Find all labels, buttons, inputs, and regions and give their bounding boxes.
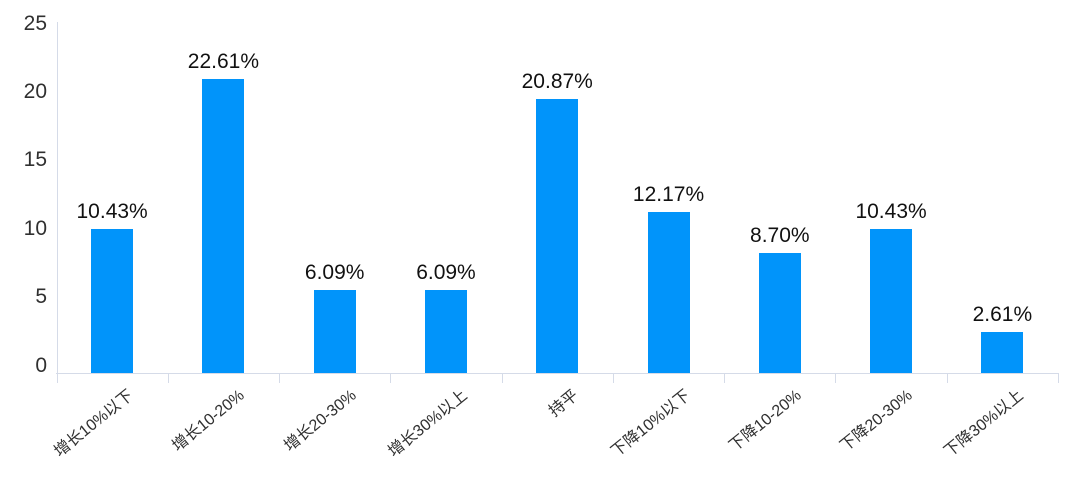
bar[interactable] <box>202 78 245 373</box>
x-tick-mark <box>56 373 58 383</box>
x-tick-mark <box>279 373 281 383</box>
bar-value-label: 2.61% <box>972 302 1033 326</box>
x-tick-mark <box>167 373 169 383</box>
bar[interactable] <box>981 331 1024 373</box>
y-axis-line <box>56 22 58 383</box>
bar-value-label: 8.70% <box>750 223 810 247</box>
x-category-label: 增长10%以下 <box>51 387 137 461</box>
y-tick-label: 5 <box>35 285 47 309</box>
bar-value-label: 6.09% <box>416 260 476 284</box>
bar[interactable] <box>647 211 690 373</box>
bar[interactable] <box>424 289 467 373</box>
bar-value-label: 20.87% <box>521 70 593 94</box>
y-tick-label: 25 <box>23 11 47 35</box>
bar-value-label: 10.43% <box>76 200 148 224</box>
x-tick-mark <box>946 373 948 383</box>
x-tick-mark <box>501 373 503 383</box>
y-tick-label: 20 <box>23 79 47 103</box>
bar-value-label: 12.17% <box>632 182 705 206</box>
x-tick-mark <box>835 373 837 383</box>
y-tick-label: 0 <box>35 353 47 377</box>
bar[interactable] <box>870 229 913 373</box>
bar[interactable] <box>536 99 579 373</box>
bar[interactable] <box>313 289 356 373</box>
x-tick-mark <box>612 373 614 383</box>
bar[interactable] <box>91 229 134 373</box>
bar-value-label: 10.43% <box>855 200 927 224</box>
bar[interactable] <box>758 252 801 373</box>
x-tick-mark <box>1058 373 1059 383</box>
y-tick-label: 10 <box>23 216 47 240</box>
x-tick-mark <box>724 373 726 383</box>
x-axis-line <box>56 373 1059 374</box>
y-tick-label: 15 <box>23 148 47 172</box>
bar-value-label: 6.09% <box>304 260 365 284</box>
bar-value-label: 22.61% <box>187 49 260 73</box>
x-tick-mark <box>390 373 392 383</box>
